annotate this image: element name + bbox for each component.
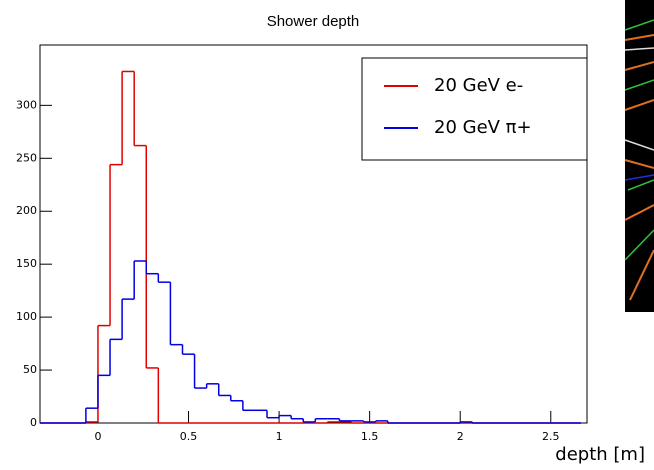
y-tick-label: 200 xyxy=(16,204,37,217)
x-tick-label: 1 xyxy=(276,430,283,443)
y-tick-label: 250 xyxy=(16,151,37,164)
x-tick-label: 2.5 xyxy=(542,430,560,443)
y-tick-label: 50 xyxy=(23,363,37,376)
x-tick-label: 0.5 xyxy=(180,430,198,443)
legend-label: 20 GeV e- xyxy=(434,75,523,96)
x-tick-label: 0 xyxy=(94,430,101,443)
x-axis-label: depth [m] xyxy=(555,444,645,465)
x-tick-label: 1.5 xyxy=(361,430,379,443)
y-tick-label: 150 xyxy=(16,257,37,270)
chart-title: Shower depth xyxy=(267,13,360,30)
y-tick-label: 0 xyxy=(30,416,37,429)
y-tick-label: 100 xyxy=(16,310,37,323)
event-display xyxy=(624,0,654,312)
histogram-series xyxy=(40,260,581,424)
legend-box xyxy=(361,57,588,161)
x-tick-label: 2 xyxy=(457,430,464,443)
legend-label: 20 GeV π+ xyxy=(434,117,532,138)
y-tick-label: 300 xyxy=(16,98,37,111)
